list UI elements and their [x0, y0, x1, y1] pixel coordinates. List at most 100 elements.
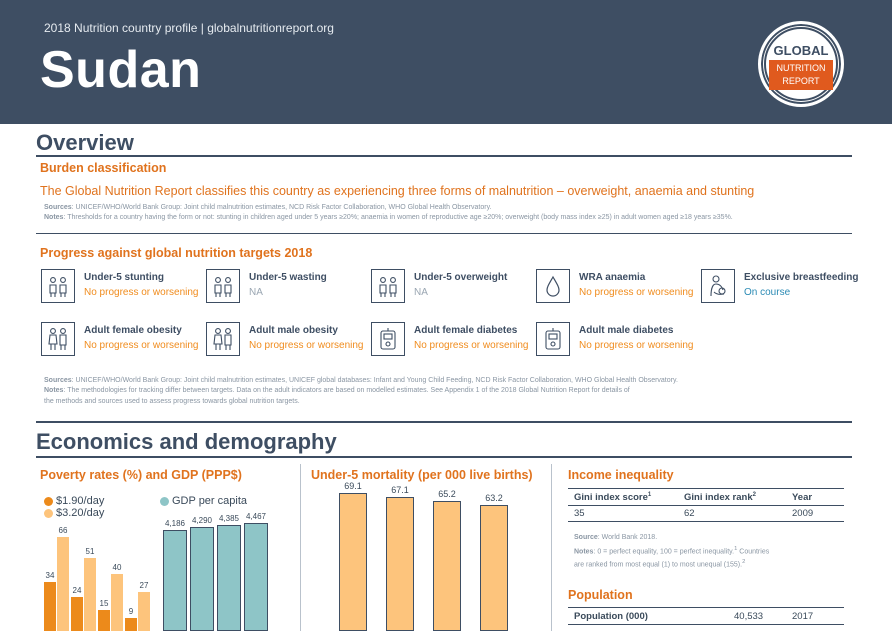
- cell-gini-score: 35: [574, 508, 585, 519]
- target-adult-female-obesity: Adult female obesity No progress or wors…: [41, 322, 206, 362]
- target-name: Adult female diabetes: [414, 325, 518, 336]
- target-adult-male-obesity: Adult male obesity No progress or worsen…: [206, 322, 371, 362]
- burden-divider: [36, 233, 852, 234]
- table-header-row: Gini index score1 Gini index rank2 Year: [568, 489, 844, 506]
- poverty-bar: [71, 596, 83, 631]
- population-top-rule: [568, 607, 844, 608]
- poverty-legend: $1.90/day $3.20/day: [44, 495, 104, 519]
- adults-icon: [41, 322, 75, 356]
- income-notes-text3: are ranked from most equal (1) to most u…: [574, 561, 743, 569]
- targets-sources-text: : UNICEF/WHO/World Bank Group: Joint chi…: [71, 377, 678, 384]
- target-status: No progress or worsening: [579, 287, 694, 298]
- burden-sources: Sources: UNICEF/WHO/World Bank Group: Jo…: [44, 203, 864, 213]
- gnr-logo[interactable]: GLOBAL NUTRITION REPORT: [758, 21, 844, 107]
- poverty-gdp-chart: 34 66 24 51 15 40 9 27 4,186 4,290 4,385 4,467: [40, 512, 290, 631]
- gdp-bar: [217, 524, 241, 631]
- logo-text-nutrition: NUTRITION: [776, 63, 826, 73]
- target-name: Exclusive breastfeeding: [744, 272, 859, 283]
- gdp-bar: [244, 523, 268, 631]
- poverty-bar: [125, 618, 137, 631]
- table-top-rule: [568, 488, 844, 489]
- legend-label: GDP per capita: [172, 495, 248, 507]
- mortality-bar-label: 63.2: [485, 492, 503, 503]
- economics-heading: Economics and demography: [36, 429, 337, 454]
- burden-notes: Notes: Thresholds for a country having t…: [44, 213, 874, 223]
- poverty-bar-label: 66: [58, 525, 68, 535]
- income-notes-sup: 1: [734, 546, 738, 552]
- legend-swatch: [44, 496, 53, 506]
- income-table: Gini index score1 Gini index rank2 Year …: [568, 488, 844, 522]
- sources-label: Sources: [44, 204, 72, 211]
- header-banner: [0, 0, 892, 124]
- mortality-bar-label: 67.1: [391, 484, 409, 495]
- population-table: Population (000) 40,533 2017: [568, 607, 844, 625]
- gdp-bar: [190, 527, 214, 631]
- target-status: On course: [744, 287, 791, 298]
- logo-text-global: GLOBAL: [773, 43, 829, 58]
- table-row: 35 62 2009: [568, 506, 844, 522]
- poverty-bar-label: 15: [99, 598, 109, 608]
- gdp-legend: GDP per capita: [160, 495, 247, 507]
- legend-label: $1.90/day: [56, 495, 105, 507]
- population-heading: Population: [568, 588, 633, 602]
- target-status: NA: [414, 287, 428, 298]
- targets-notes-text: : The methodologies for tracking differ …: [63, 387, 630, 394]
- header-subtitle: 2018 Nutrition country profile | globaln…: [44, 21, 334, 35]
- income-notes-text2: Countries: [737, 548, 770, 556]
- column-divider-2: [551, 464, 552, 631]
- progress-heading: Progress against global nutrition target…: [40, 246, 313, 260]
- population-value: 40,533: [734, 611, 764, 622]
- poverty-bar: [57, 536, 69, 631]
- poverty-bar: [44, 582, 56, 631]
- legend-swatch: [160, 496, 169, 506]
- header-gini-score: Gini index score1: [574, 492, 651, 503]
- target-status: No progress or worsening: [84, 340, 199, 351]
- legend-item-320: $3.20/day: [44, 507, 104, 519]
- targets-notes: Notes: The methodologies for tracking di…: [44, 386, 864, 396]
- poverty-bar-label: 40: [112, 562, 122, 572]
- header-text: Gini index score: [574, 492, 648, 504]
- legend-label: $3.20/day: [56, 507, 105, 519]
- targets-sources: Sources: UNICEF/WHO/World Bank Group: Jo…: [44, 376, 864, 386]
- poverty-bar: [98, 609, 110, 631]
- target-status: No progress or worsening: [414, 340, 529, 351]
- target-status: No progress or worsening: [84, 287, 199, 298]
- population-row: Population (000) 40,533 2017: [568, 608, 844, 625]
- poverty-heading: Poverty rates (%) and GDP (PPP$): [40, 468, 242, 482]
- targets-notes-cont: the methods and sources used to assess p…: [44, 398, 300, 405]
- logo-band: NUTRITION REPORT: [769, 60, 833, 90]
- target-name: Under-5 wasting: [249, 272, 327, 283]
- gdp-bar-label: 4,290: [191, 516, 213, 526]
- burden-text: The Global Nutrition Report classifies t…: [40, 184, 755, 198]
- logo-ring: [764, 27, 838, 101]
- logo-text-report: REPORT: [782, 76, 820, 86]
- income-notes-text: : 0 = perfect equality, 100 = perfect in…: [593, 548, 735, 556]
- notes-label: Notes: [44, 214, 64, 221]
- target-status: No progress or worsening: [579, 340, 694, 351]
- income-notes: Notes: 0 = perfect equality, 100 = perfe…: [574, 544, 844, 571]
- header-year: Year: [792, 492, 813, 503]
- target-under5-wasting: Under-5 wasting NA: [206, 269, 371, 309]
- mortality-bar-label: 69.1: [344, 480, 362, 491]
- target-adult-female-diabetes: Adult female diabetes No progress or wor…: [371, 322, 536, 362]
- poverty-bar: [111, 573, 123, 631]
- gdp-bar: [163, 529, 187, 631]
- column-divider-1: [300, 464, 301, 631]
- mortality-bar: [386, 496, 414, 631]
- population-label: Population (000): [574, 611, 648, 622]
- mother-baby-icon: [701, 269, 735, 303]
- children-icon: [41, 269, 75, 303]
- target-under5-overweight: Under-5 overweight NA: [371, 269, 536, 309]
- poverty-bar-label: 34: [45, 571, 55, 581]
- target-name: Adult male obesity: [249, 325, 338, 336]
- sources-text: : UNICEF/WHO/World Bank Group: Joint chi…: [71, 204, 492, 211]
- mortality-bar: [433, 500, 461, 631]
- target-adult-male-diabetes: Adult male diabetes No progress or worse…: [536, 322, 701, 362]
- mortality-bar-label: 65.2: [438, 488, 456, 499]
- country-title: Sudan: [40, 41, 202, 99]
- legend-swatch: [44, 508, 53, 518]
- target-name: Under-5 overweight: [414, 272, 508, 283]
- mortality-bar: [339, 492, 367, 631]
- income-heading: Income inequality: [568, 468, 674, 482]
- target-name: Under-5 stunting: [84, 272, 164, 283]
